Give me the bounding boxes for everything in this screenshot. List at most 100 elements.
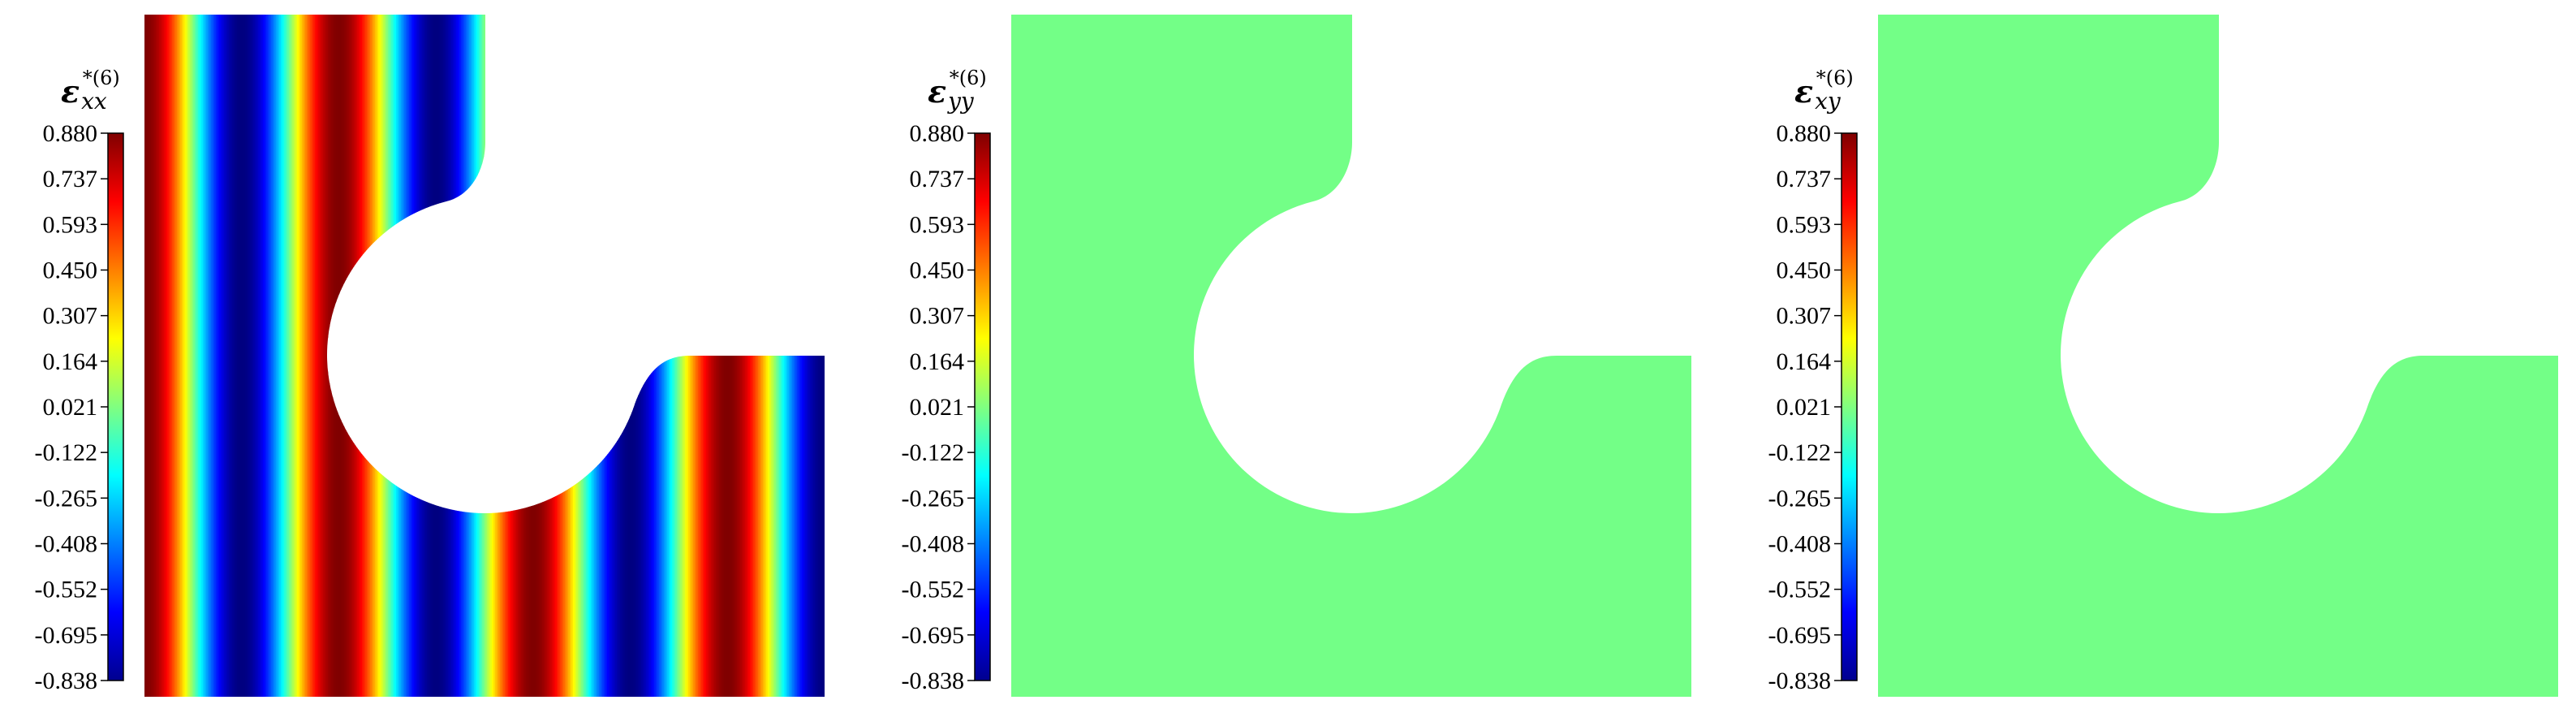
field-strip <box>206 15 209 697</box>
field-strip <box>242 15 244 697</box>
field-strip <box>745 15 747 697</box>
field-plot <box>1878 15 2558 697</box>
field-strip <box>756 15 759 697</box>
field-strip <box>190 15 192 697</box>
field-strip <box>805 15 808 697</box>
field-strip <box>208 15 210 697</box>
panel-strain-xy: 0.880 0.737 0.593 0.450 0.307 0.164 0.021 -0.12… <box>1768 15 2558 697</box>
field-strip <box>282 15 285 697</box>
field-strip <box>713 15 715 697</box>
field-strip <box>700 15 702 697</box>
colorbar-tick-label: 0.593 <box>1777 211 1832 238</box>
field-strip <box>247 15 249 697</box>
colorbar-title: εyy*(6) <box>928 67 987 115</box>
field-strip <box>821 15 824 697</box>
field-strip <box>281 15 283 697</box>
field-strip <box>690 15 692 697</box>
field-strip <box>161 15 163 697</box>
field-strip <box>157 15 160 697</box>
field-strip <box>205 15 207 697</box>
field-strip <box>790 15 793 697</box>
field-strip <box>172 15 174 697</box>
field-strip <box>299 15 301 697</box>
field-strip <box>170 15 173 697</box>
field-strip <box>323 15 325 697</box>
field-strip <box>743 15 746 697</box>
field-strip <box>727 15 730 697</box>
field-strip <box>177 15 179 697</box>
colorbar-tick-label: -0.122 <box>1768 439 1832 466</box>
colorbar <box>974 132 991 681</box>
field-strip <box>167 15 170 697</box>
colorbar-tick-label: 0.307 <box>1777 303 1832 330</box>
field-strip <box>146 15 149 697</box>
field-strip <box>714 15 717 697</box>
field-strip <box>307 15 309 697</box>
field-strip <box>768 15 770 697</box>
colorbar-tick-label: 0.307 <box>43 303 98 330</box>
colorbar-tick-label: -0.265 <box>1768 485 1832 512</box>
field-strip <box>813 15 816 697</box>
field-strip <box>214 15 217 697</box>
field-strip <box>174 15 176 697</box>
field-strip <box>237 15 239 697</box>
field-strip <box>320 15 322 697</box>
field-strip <box>313 15 316 697</box>
field-strip <box>815 15 817 697</box>
field-strip <box>703 15 705 697</box>
field-strip <box>166 15 168 697</box>
colorbar-tick-label: -0.265 <box>902 485 965 512</box>
field-strip <box>289 15 291 697</box>
colorbar <box>1841 132 1858 681</box>
field-strip <box>213 15 215 697</box>
field-strip <box>709 15 712 697</box>
colorbar-tick-label: 0.450 <box>43 257 98 284</box>
field-strip <box>284 15 286 697</box>
field-strip <box>779 15 782 697</box>
field-strip <box>294 15 296 697</box>
field-strip <box>803 15 806 697</box>
field-strip <box>734 15 736 697</box>
field-strip <box>735 15 738 697</box>
field-strip <box>792 15 795 697</box>
field-strip <box>193 15 196 697</box>
field-strip <box>203 15 205 697</box>
colorbar-title: εxy*(6) <box>1794 67 1854 115</box>
field-strip <box>729 15 731 697</box>
field-strip <box>740 15 743 697</box>
field-strip <box>716 15 718 697</box>
field-strip <box>304 15 306 697</box>
field-strip <box>318 15 321 697</box>
field-plot <box>144 15 825 697</box>
field-strip <box>774 15 777 697</box>
field-strip <box>232 15 235 697</box>
field-strip <box>722 15 725 697</box>
uniform-field <box>1011 15 1691 697</box>
panel-strain-yy: 0.880 0.737 0.593 0.450 0.307 0.164 0.021 -0.12… <box>902 15 1691 697</box>
colorbar-tick-label: 0.021 <box>1777 394 1832 421</box>
field-strip <box>279 15 282 697</box>
field-strip <box>240 15 243 697</box>
field-strip <box>747 15 749 697</box>
field-strip <box>802 15 804 697</box>
colorbar <box>107 132 124 681</box>
colorbar-tick-label: -0.408 <box>902 531 965 558</box>
field-strip <box>175 15 178 697</box>
field-strip <box>235 15 238 697</box>
field-strip <box>216 15 218 697</box>
field-strip <box>229 15 231 697</box>
field-strip <box>234 15 236 697</box>
field-strip <box>258 15 261 697</box>
field-strip <box>737 15 739 697</box>
field-strip <box>758 15 760 697</box>
colorbar-tick-label: -0.408 <box>35 531 98 558</box>
field-strip <box>266 15 269 697</box>
colorbar-tick-label: -0.838 <box>35 668 98 694</box>
colorbar-tick-label: -0.695 <box>35 622 98 649</box>
field-strip <box>750 15 752 697</box>
field-strip <box>209 15 212 697</box>
field-strip <box>151 15 153 697</box>
field-strip <box>773 15 775 697</box>
field-strip <box>253 15 256 697</box>
colorbar-tick-label: 0.307 <box>910 303 965 330</box>
